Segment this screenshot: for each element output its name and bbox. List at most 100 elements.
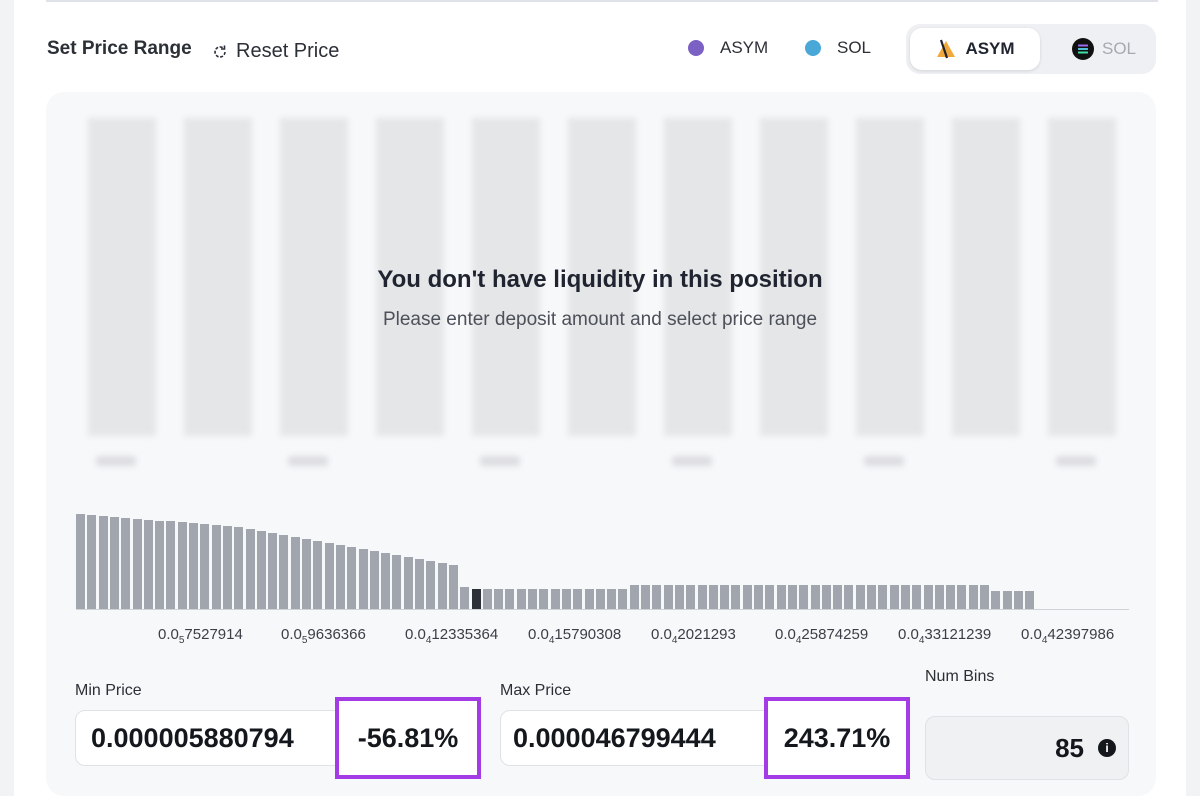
bin-bar[interactable] bbox=[256, 531, 266, 609]
min-price-percent-field[interactable]: -56.81% bbox=[335, 697, 481, 779]
reset-price-label: Reset Price bbox=[236, 40, 340, 62]
bin-bar[interactable] bbox=[754, 585, 763, 609]
bin-bar[interactable] bbox=[392, 555, 402, 609]
placeholder-bar bbox=[568, 118, 636, 436]
bin-bar[interactable] bbox=[957, 585, 967, 609]
bin-bar[interactable] bbox=[573, 589, 583, 609]
bin-bar[interactable] bbox=[618, 589, 628, 609]
bin-bar[interactable] bbox=[121, 518, 131, 609]
bin-bar[interactable] bbox=[347, 547, 357, 609]
tick-label: 0.0433121239 bbox=[898, 626, 992, 646]
bin-bar[interactable] bbox=[731, 585, 741, 609]
bin-bar[interactable] bbox=[799, 585, 809, 609]
bin-bar[interactable] bbox=[381, 553, 391, 609]
empty-state-subtitle: Please enter deposit amount and select p… bbox=[382, 309, 818, 330]
bin-bar[interactable] bbox=[358, 549, 368, 609]
num-bins-field[interactable]: 85 i bbox=[925, 716, 1129, 780]
active-bin-bar[interactable] bbox=[471, 589, 481, 609]
bin-bar[interactable] bbox=[132, 519, 142, 609]
bin-bar[interactable] bbox=[234, 527, 244, 609]
bin-bar[interactable] bbox=[607, 589, 617, 609]
max-price-percent-field[interactable]: 243.71% bbox=[764, 697, 910, 779]
bin-bar[interactable] bbox=[426, 561, 436, 609]
bin-bar[interactable] bbox=[245, 529, 255, 609]
bin-bar[interactable] bbox=[867, 585, 876, 609]
bin-bar[interactable] bbox=[629, 585, 639, 609]
bin-bar[interactable] bbox=[166, 521, 176, 609]
toggle-sol-button[interactable]: SOL bbox=[1056, 28, 1152, 70]
bin-bar[interactable] bbox=[912, 585, 922, 609]
bin-bar[interactable] bbox=[313, 541, 323, 609]
bin-bar[interactable] bbox=[550, 589, 560, 609]
placeholder-label bbox=[672, 456, 712, 466]
bin-bar[interactable] bbox=[742, 585, 752, 609]
bin-bar[interactable] bbox=[923, 585, 933, 609]
bin-bar[interactable] bbox=[324, 543, 334, 609]
bin-bar[interactable] bbox=[776, 585, 786, 609]
bin-bar[interactable] bbox=[663, 585, 673, 609]
bin-bar[interactable] bbox=[415, 559, 424, 609]
bin-bar[interactable] bbox=[686, 585, 696, 609]
bin-bar[interactable] bbox=[200, 524, 210, 609]
bin-bar[interactable] bbox=[878, 585, 888, 609]
bin-bar[interactable] bbox=[302, 539, 311, 609]
bin-bar[interactable] bbox=[652, 585, 662, 609]
bin-bar[interactable] bbox=[934, 585, 944, 609]
bin-bar[interactable] bbox=[1002, 591, 1012, 609]
bin-bar[interactable] bbox=[290, 537, 300, 609]
bin-bar[interactable] bbox=[539, 589, 549, 609]
bin-bar[interactable] bbox=[516, 589, 526, 609]
bin-bar[interactable] bbox=[335, 545, 345, 609]
bin-bar[interactable] bbox=[765, 585, 775, 609]
bin-bar[interactable] bbox=[448, 565, 458, 609]
bin-bar[interactable] bbox=[143, 520, 153, 609]
bin-bar[interactable] bbox=[437, 563, 447, 609]
bin-bar[interactable] bbox=[674, 585, 684, 609]
bin-bar[interactable] bbox=[268, 533, 278, 609]
bin-bar[interactable] bbox=[900, 585, 910, 609]
bin-bar[interactable] bbox=[189, 523, 198, 609]
legend-label: ASYM bbox=[720, 38, 769, 57]
bin-bar[interactable] bbox=[584, 589, 594, 609]
bin-bar[interactable] bbox=[561, 589, 571, 609]
bin-bar[interactable] bbox=[720, 585, 730, 609]
bin-bar[interactable] bbox=[482, 589, 492, 609]
bin-bar[interactable] bbox=[821, 585, 831, 609]
bin-bar[interactable] bbox=[1013, 591, 1023, 609]
bin-bar[interactable] bbox=[505, 589, 515, 609]
placeholder-label bbox=[96, 456, 136, 466]
bin-bar[interactable] bbox=[697, 585, 707, 609]
bin-bar[interactable] bbox=[98, 516, 108, 609]
bin-bar[interactable] bbox=[641, 585, 650, 609]
bin-bar[interactable] bbox=[810, 585, 820, 609]
bin-bar[interactable] bbox=[155, 521, 165, 609]
bin-bar[interactable] bbox=[76, 514, 85, 609]
bin-bar[interactable] bbox=[991, 591, 1001, 609]
bin-bar[interactable] bbox=[279, 535, 289, 609]
bin-bar[interactable] bbox=[177, 522, 187, 609]
bin-bar[interactable] bbox=[980, 585, 989, 609]
bin-bar[interactable] bbox=[109, 517, 119, 609]
placeholder-bar bbox=[664, 118, 732, 436]
bin-bar[interactable] bbox=[708, 585, 718, 609]
bin-bar[interactable] bbox=[889, 585, 899, 609]
bin-bar[interactable] bbox=[844, 585, 854, 609]
bin-bar[interactable] bbox=[855, 585, 865, 609]
reset-price-button[interactable]: Reset Price bbox=[212, 40, 339, 63]
bin-bar[interactable] bbox=[403, 557, 413, 609]
bin-bar[interactable] bbox=[222, 526, 232, 609]
bin-bar[interactable] bbox=[211, 525, 221, 609]
bin-bar[interactable] bbox=[369, 551, 379, 609]
toggle-asym-button[interactable]: ASYM bbox=[910, 28, 1040, 70]
bin-bar[interactable] bbox=[528, 589, 537, 609]
bin-bar[interactable] bbox=[460, 587, 470, 609]
bin-bar[interactable] bbox=[833, 585, 843, 609]
bin-bar[interactable] bbox=[494, 589, 504, 609]
bin-bar[interactable] bbox=[87, 515, 97, 609]
bin-bar[interactable] bbox=[1025, 591, 1035, 609]
bin-bar[interactable] bbox=[787, 585, 797, 609]
bin-bar[interactable] bbox=[946, 585, 956, 609]
info-icon[interactable]: i bbox=[1098, 739, 1116, 757]
bin-bar[interactable] bbox=[595, 589, 605, 609]
bin-bar[interactable] bbox=[968, 585, 978, 609]
